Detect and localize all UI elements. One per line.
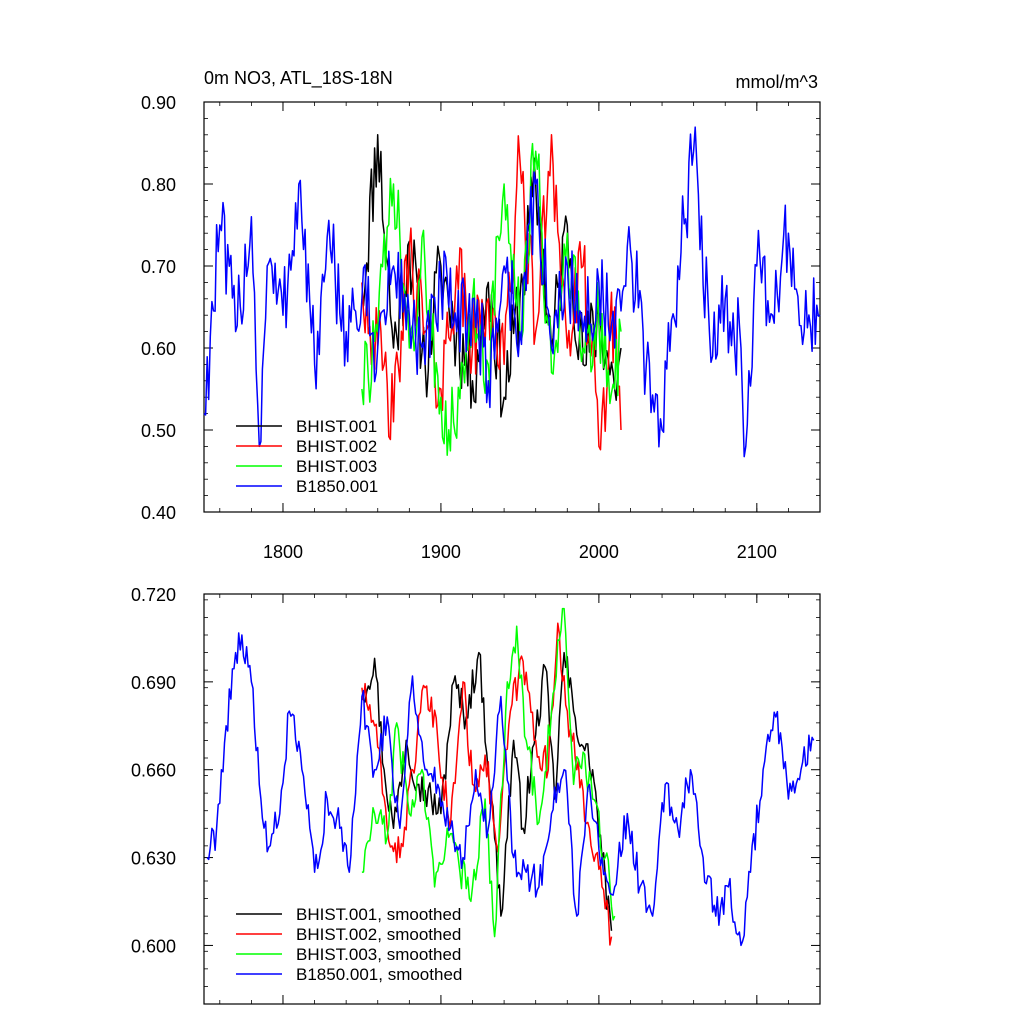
series-line-4	[203, 126, 821, 458]
x-tick-label: 2100	[737, 542, 777, 562]
x-tick-label: 2000	[579, 542, 619, 562]
axis-ticks-bottom: 0.600 0.630 0.660 0.690 0.720	[131, 585, 821, 1005]
y-tick-label: 0.50	[141, 421, 176, 441]
units-label: mmol/m^3	[736, 72, 818, 92]
axis-ticks-top: 0.40 0.50 0.60 0.70 0.80 0.90 1800 1900 2000 2100	[141, 93, 821, 562]
y-tick-label: 0.60	[141, 339, 176, 359]
y-tick-label: 0.630	[131, 849, 176, 869]
chart-title: 0m NO3, ATL_18S-18N	[204, 68, 393, 89]
legend-label: B1850.001	[296, 477, 378, 496]
legend-label: BHIST.003	[296, 457, 377, 476]
y-tick-label: 0.40	[141, 503, 176, 523]
legend-label: B1850.001, smoothed	[296, 965, 462, 984]
x-tick-label: 1800	[263, 542, 303, 562]
series-line-3	[361, 607, 616, 938]
plot-frame-top	[203, 101, 821, 513]
y-tick-label: 0.70	[141, 257, 176, 277]
series-lines-bottom	[206, 607, 815, 947]
panel-bottom: 0.600 0.630 0.660 0.690 0.720 BHIST.001, smo…	[131, 585, 821, 1005]
legend-label: BHIST.002	[296, 437, 377, 456]
series-lines-top	[203, 126, 821, 458]
legend-label: BHIST.001, smoothed	[296, 905, 461, 924]
y-tick-label: 0.600	[131, 936, 176, 956]
series-line-4	[206, 632, 815, 947]
y-tick-label: 0.90	[141, 93, 176, 113]
x-tick-label: 1900	[421, 542, 461, 562]
legend-label: BHIST.002, smoothed	[296, 925, 461, 944]
plot-frame-bottom	[203, 593, 821, 1005]
legend-label: BHIST.001	[296, 417, 377, 436]
panel-top: 0m NO3, ATL_18S-18N mmol/m^3 0.40 0.50 0.6…	[141, 68, 821, 562]
y-tick-label: 0.660	[131, 761, 176, 781]
y-tick-label: 0.690	[131, 673, 176, 693]
legend-label: BHIST.003, smoothed	[296, 945, 461, 964]
y-tick-label: 0.720	[131, 585, 176, 605]
y-tick-label: 0.80	[141, 175, 176, 195]
